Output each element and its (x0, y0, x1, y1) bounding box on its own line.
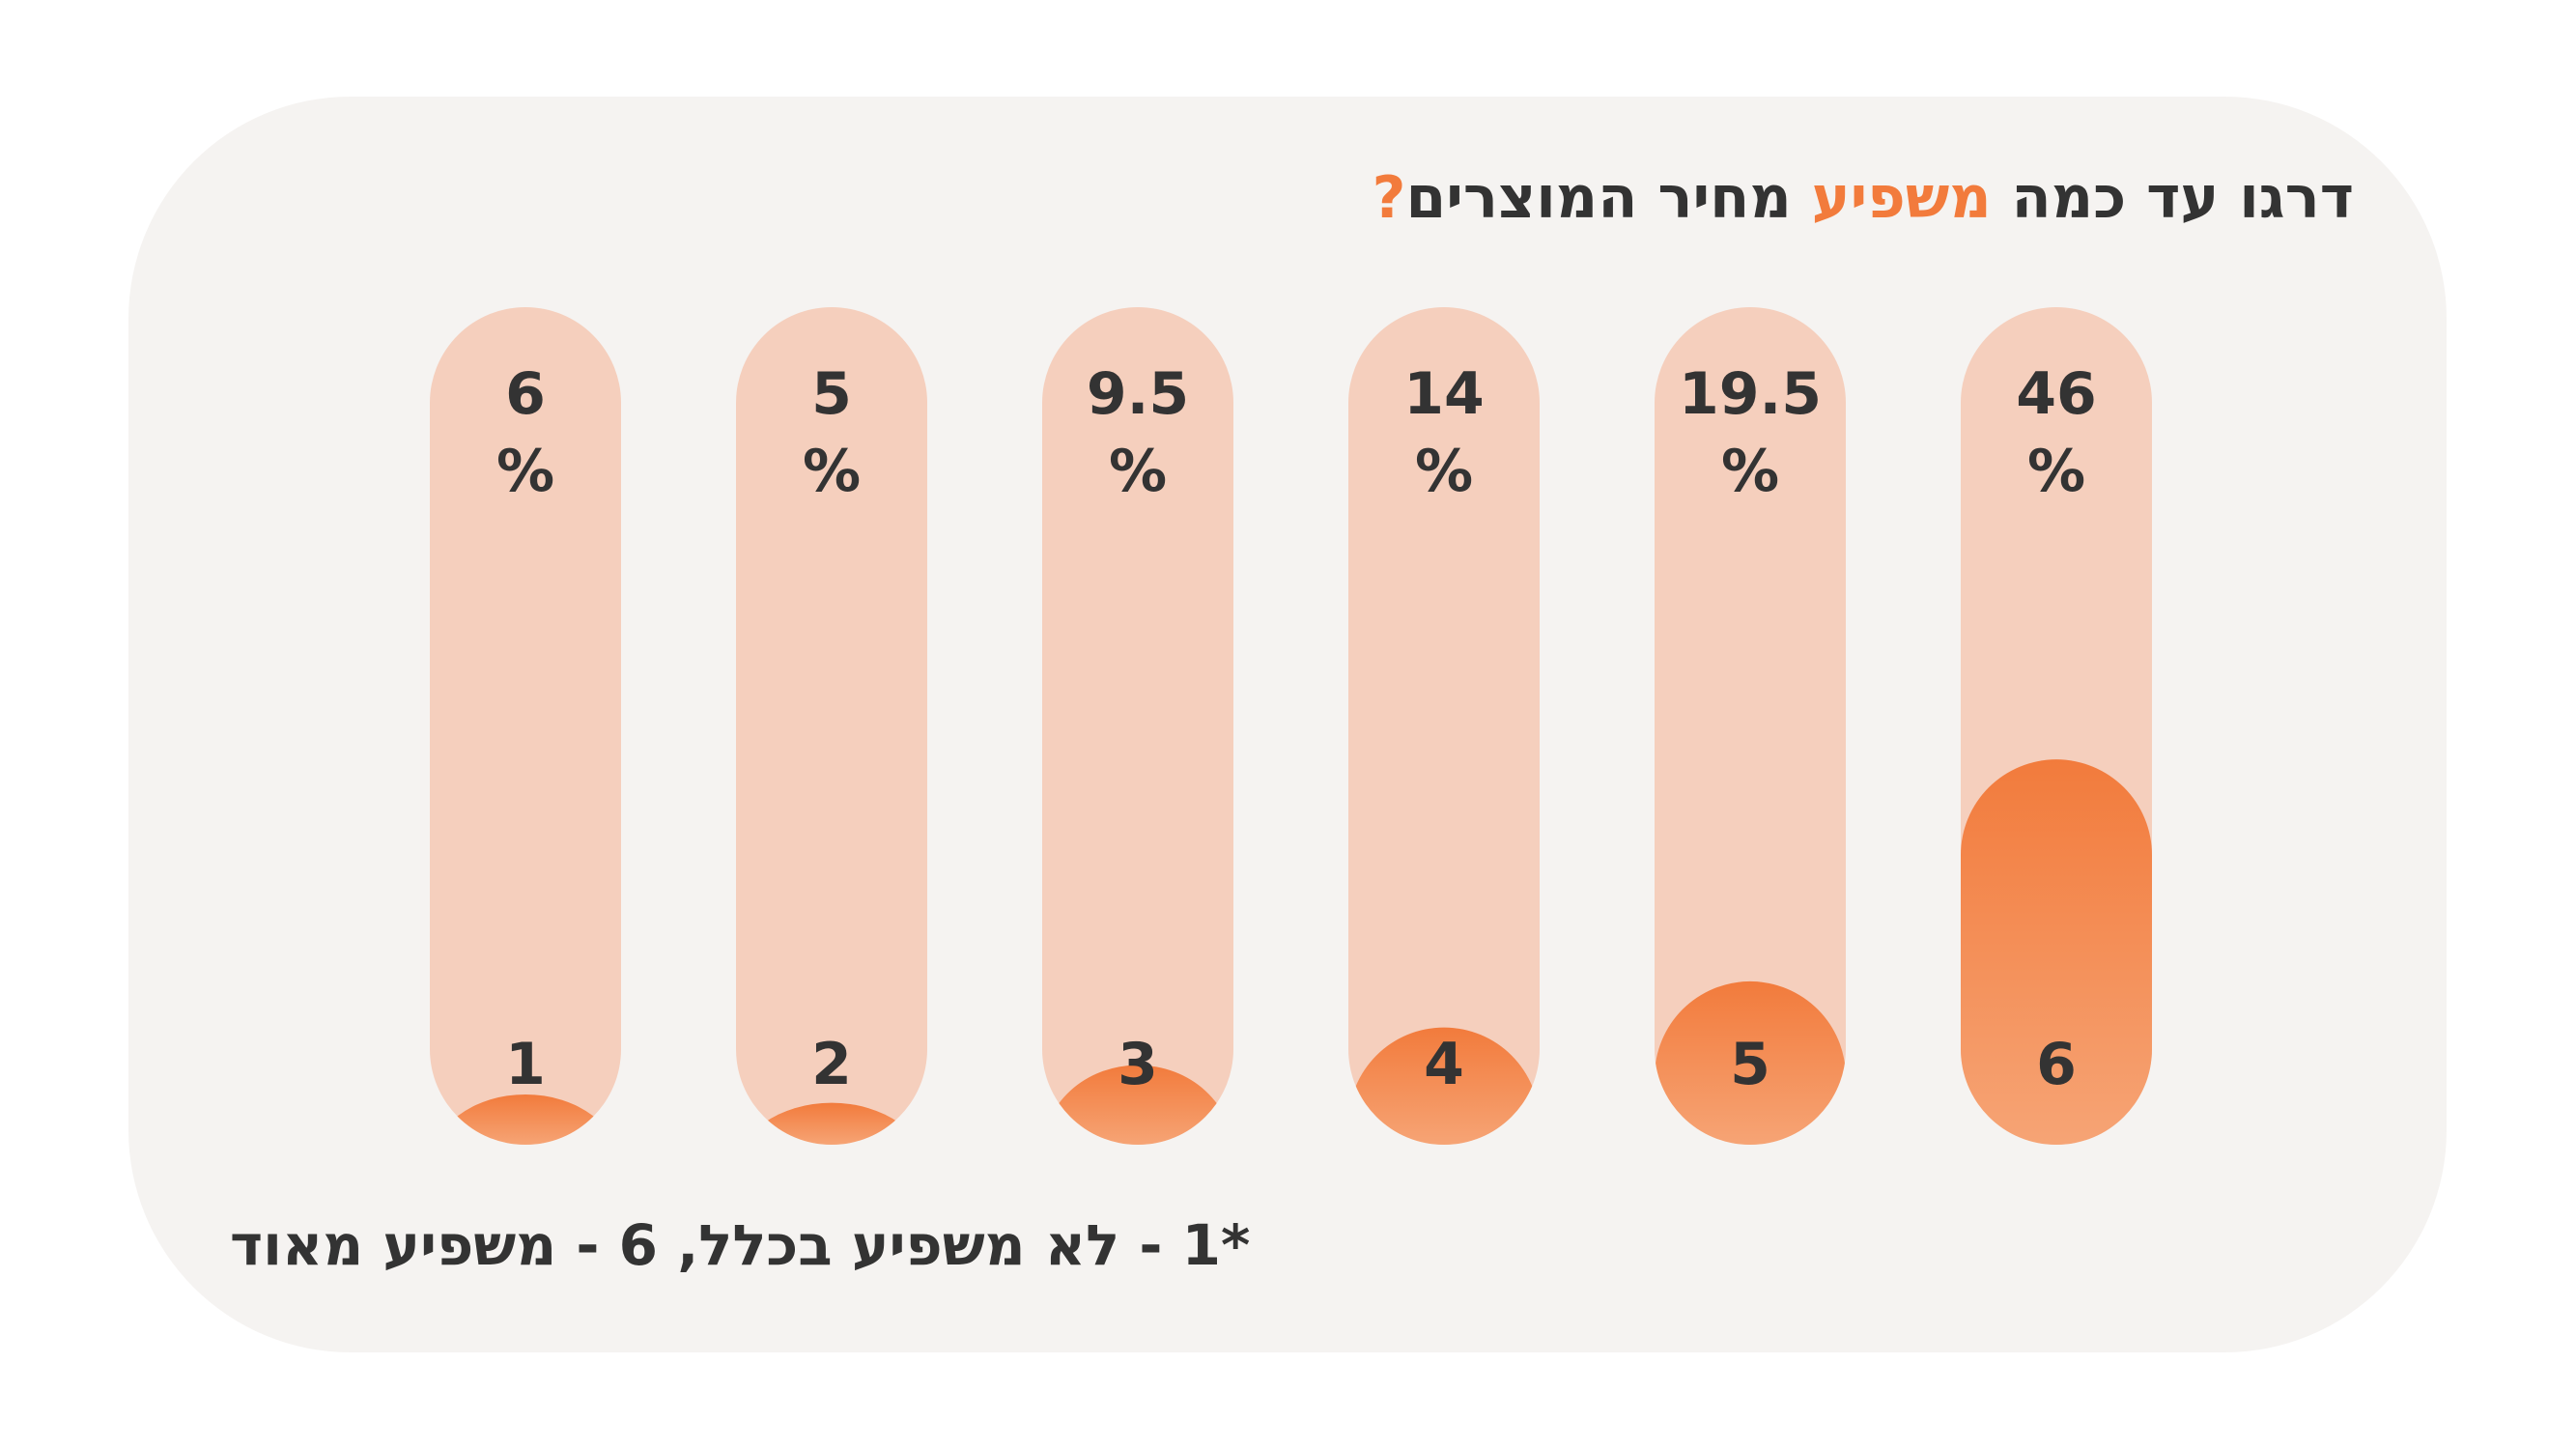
bar-category-label-6: 6 (2036, 1031, 2077, 1098)
bar-value-label-4: 14 (1403, 360, 1485, 428)
bar-unit-label-2: % (803, 438, 861, 505)
bar-category-label-2: 2 (811, 1031, 852, 1098)
bar-category-label-5: 5 (1730, 1031, 1770, 1098)
bar-track-3 (1042, 307, 1233, 1145)
bar-track-4 (1348, 307, 1540, 1145)
bar-fill-1 (430, 1094, 621, 1145)
bar-unit-label-4: % (1415, 438, 1473, 505)
bar-value-label-5: 19.5 (1679, 360, 1822, 428)
bar-unit-label-1: % (496, 438, 554, 505)
bar-category-label-3: 3 (1118, 1031, 1158, 1098)
bar-value-label-3: 9.5 (1087, 360, 1189, 428)
bar-fill-6 (1961, 759, 2152, 1145)
bar-track-1 (430, 307, 621, 1145)
bar-track-5 (1655, 307, 1846, 1145)
bar-fill-5 (1655, 980, 1846, 1145)
bar-category-label-1: 1 (505, 1031, 546, 1098)
bar-fill-3 (1042, 1065, 1233, 1145)
title-part-1: דרגו עד כמה (1991, 164, 2354, 232)
bar-unit-label-3: % (1109, 438, 1167, 505)
bar-unit-label-5: % (1721, 438, 1779, 505)
bar-track-2 (736, 307, 927, 1145)
title-part-3: מחיר המוצרים (1405, 164, 1812, 232)
bar-value-label-6: 46 (2016, 360, 2097, 428)
bar-category-label-4: 4 (1424, 1031, 1464, 1098)
bar-value-label-1: 6 (505, 360, 546, 428)
title-question-mark: ? (1372, 164, 1406, 232)
bar-unit-label-6: % (2027, 438, 2085, 505)
chart-title: דרגו עד כמה משפיע מחיר המוצרים? (1373, 166, 2354, 230)
title-part-2-accent: משפיע (1811, 164, 1992, 232)
scale-footnote: *1 - לא משפיע בכלל, 6 - משפיע מאוד (230, 1212, 1251, 1278)
bar-value-label-2: 5 (811, 360, 852, 428)
bar-fill-4 (1348, 1027, 1540, 1145)
